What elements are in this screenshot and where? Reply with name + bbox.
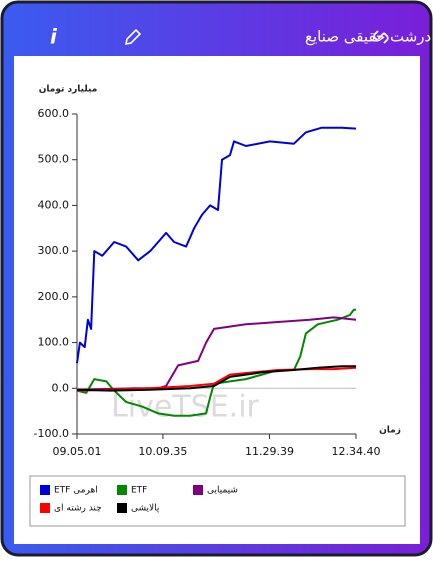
series-line [76,126,357,364]
y-tick-label: 500.0 [38,153,70,166]
info-icon[interactable]: i [50,25,58,49]
x-axis-label: زمان [379,426,401,436]
y-tick-label: 0.0 [52,381,70,394]
y-tick-label: 200.0 [38,290,70,303]
y-tick-label: 600.0 [38,107,70,120]
x-tick-label: 11.29.39 [245,445,294,458]
legend-label: ETF اهرمی [54,486,98,496]
series-line [76,365,356,392]
legend-label: چند رشته ای [54,504,102,514]
y-tick-label: 400.0 [38,198,70,211]
chart-panel [14,56,420,544]
edit-icon[interactable] [124,28,142,46]
legend-swatch [117,503,127,513]
y-axis-label: میلیارد تومان [39,85,98,95]
legend-box [29,475,406,527]
watermark: LiveTSE.ir [111,390,259,425]
legend-label: پالایشی [131,504,160,514]
x-tick-label: 10.09.35 [138,445,187,458]
legend-swatch [193,485,203,495]
series-line [76,366,357,392]
y-tick-label: 300.0 [38,244,70,257]
header-title: پول درشت حقیقی صنایع [305,28,433,47]
x-tick-label: 09.05.01 [53,445,102,458]
y-tick-label: 100.0 [38,336,70,349]
legend-swatch [40,485,50,495]
x-tick-label: 12.34.40 [332,445,381,458]
legend-swatch [40,503,50,513]
legend-swatch [117,485,127,495]
legend-label: ETF [131,486,147,496]
y-tick-label: -100.0 [34,427,69,440]
svg-text:i: i [50,25,58,49]
link-icon[interactable] [373,30,389,44]
legend-label: شیمیایی [207,486,238,496]
